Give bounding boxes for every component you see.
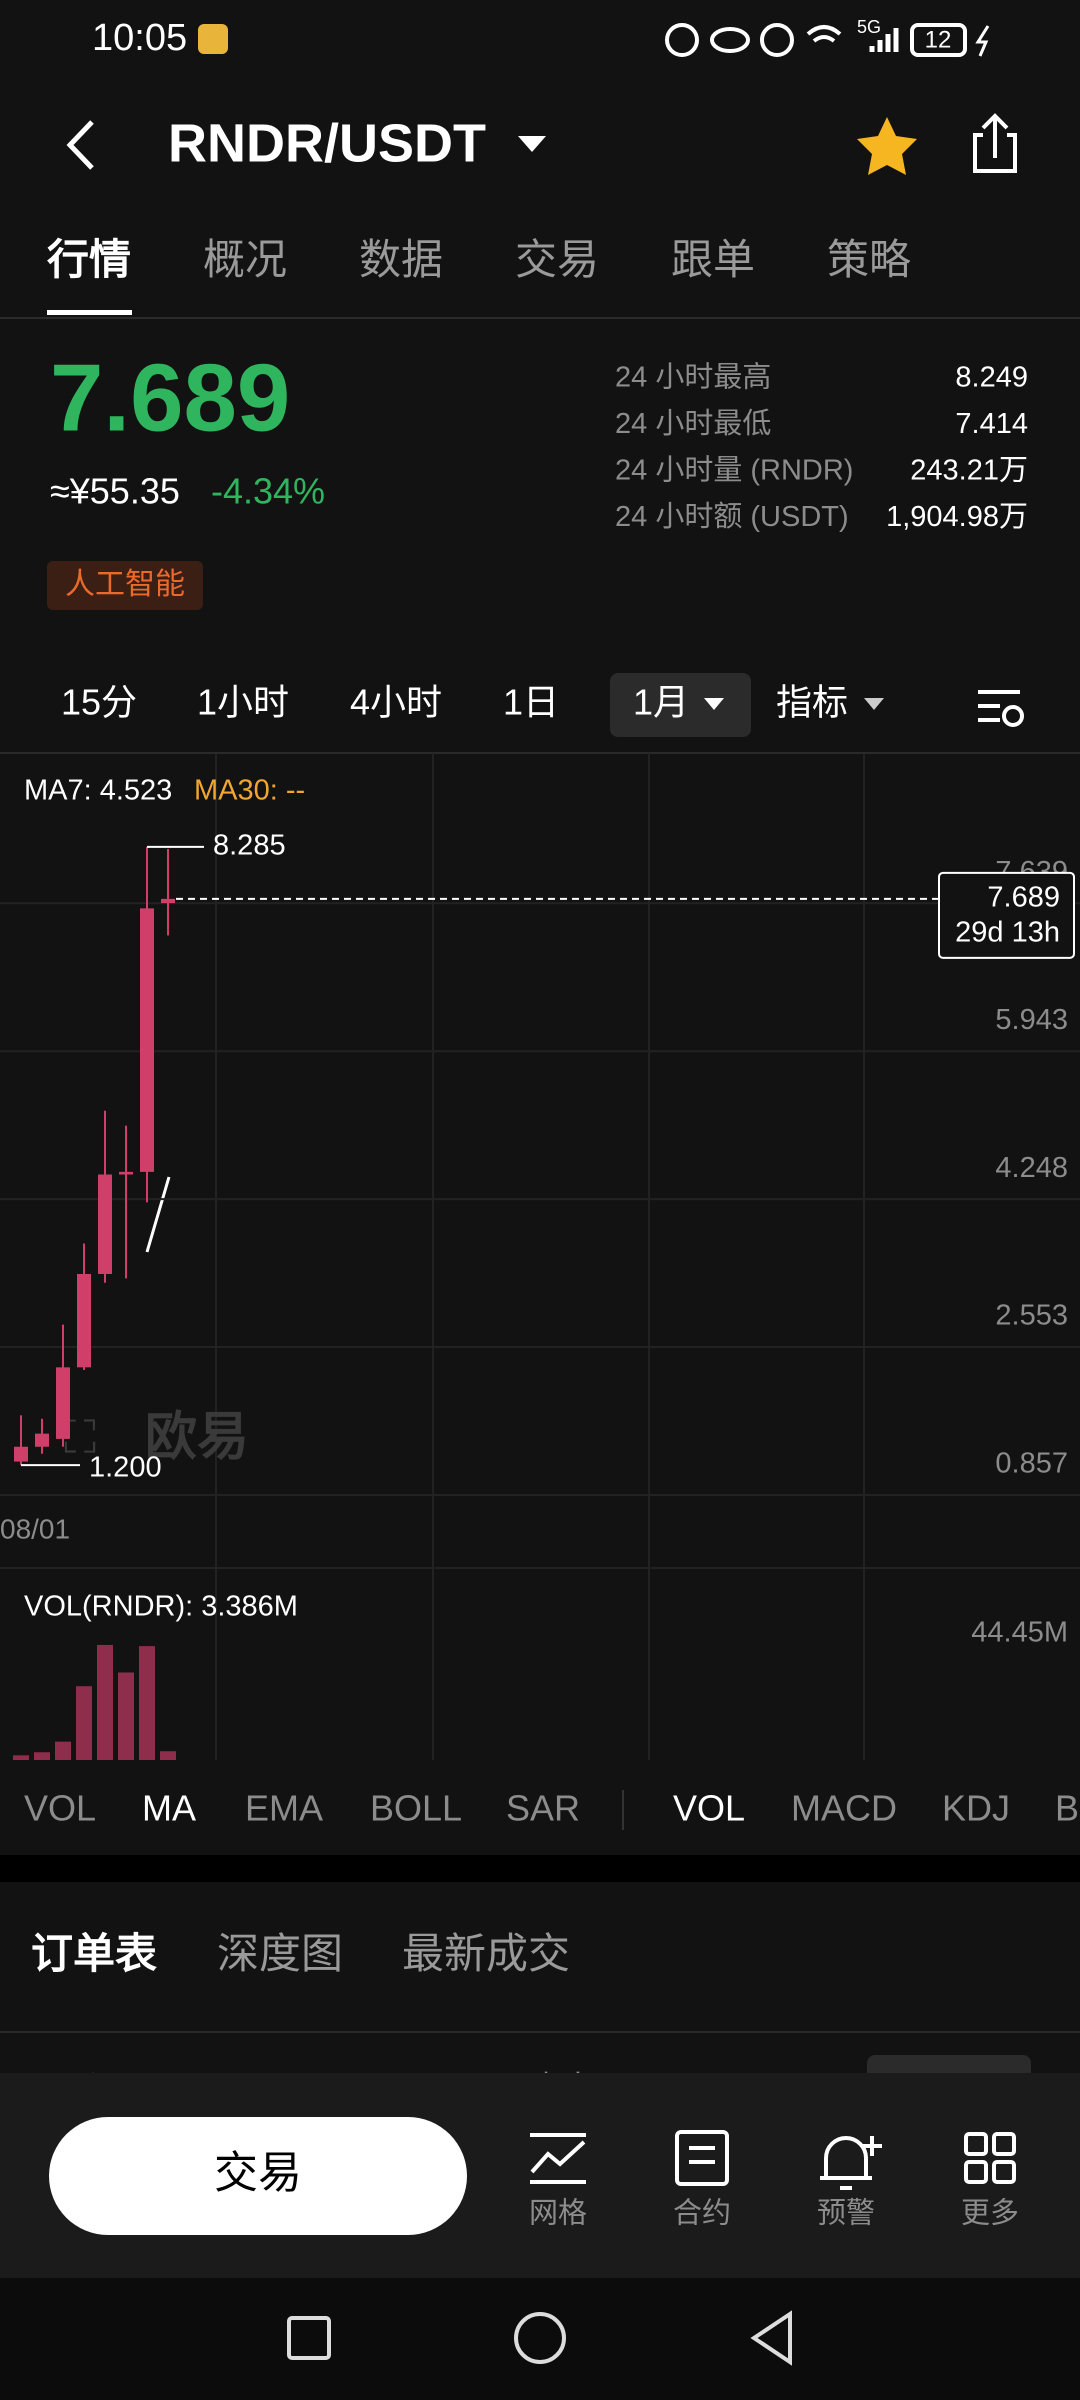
stat-label: 24 小时量 (RNDR): [615, 454, 853, 487]
nav-label[interactable]: 合约: [673, 2197, 731, 2230]
indicator-dropdown: [864, 698, 884, 710]
order-tab[interactable]: 最新成交: [402, 1930, 570, 1977]
volume-bar: [97, 1644, 113, 1760]
y-tick-label: 5.943: [995, 1004, 1068, 1036]
vertical-grid: [0, 753, 1080, 1760]
interval[interactable]: 1小时: [197, 682, 289, 723]
trade-button[interactable]: [49, 2117, 467, 2235]
tab-underline: [47, 310, 132, 315]
nav-label[interactable]: 网格: [529, 2197, 587, 2230]
low-label: 1.200: [89, 1452, 162, 1484]
last-price: 7.689: [50, 344, 290, 451]
candle-body: [161, 898, 175, 904]
status-network: 5G: [857, 17, 881, 37]
watermark: 欧易: [145, 1409, 249, 1467]
ma7-label: MA7: 4.523: [24, 775, 172, 807]
volume-bar: [160, 1751, 176, 1760]
candle-body: [98, 1174, 112, 1274]
status-battery: 12: [925, 26, 952, 53]
system-nav: [0, 2278, 1080, 2400]
interval[interactable]: 1月: [633, 682, 689, 723]
volume-tick-label: 44.45M: [971, 1617, 1068, 1649]
y-tick-label: 0.857: [995, 1448, 1068, 1480]
section-gap: [0, 1855, 1080, 1882]
candle-body: [56, 1367, 70, 1439]
volume-bar: [118, 1672, 134, 1760]
interval[interactable]: 1日: [503, 682, 559, 723]
tab[interactable]: 交易: [515, 236, 599, 283]
interval[interactable]: 15分: [61, 682, 137, 723]
stat-label: 24 小时额 (USDT): [615, 500, 849, 533]
nav-label[interactable]: 更多: [961, 2197, 1019, 2230]
order-tab[interactable]: 订单表: [31, 1930, 157, 1977]
volume-bar: [139, 1646, 155, 1760]
indicator-menu[interactable]: 指标: [776, 682, 848, 723]
drawing-line: [145, 1176, 171, 1253]
volume-bar: [76, 1686, 92, 1760]
back-button[interactable]: [66, 120, 94, 170]
tab[interactable]: 策略: [827, 236, 911, 283]
status-icons: [665, 23, 990, 57]
tab[interactable]: 跟单: [671, 236, 755, 283]
share-button[interactable]: [973, 113, 1017, 173]
stat-value: 243.21万: [910, 455, 1028, 487]
stat-label: 24 小时最低: [615, 407, 771, 440]
indicator[interactable]: BOLL: [1055, 1788, 1080, 1829]
candle-body: [77, 1273, 91, 1368]
indicator[interactable]: EMA: [245, 1788, 323, 1829]
tag[interactable]: 人工智能: [65, 568, 185, 601]
last-price-label: 7.689: [987, 882, 1060, 914]
indicator[interactable]: VOL: [673, 1788, 745, 1829]
indicator[interactable]: MA: [142, 1788, 196, 1829]
tag-box: [47, 561, 203, 610]
indicator[interactable]: BOLL: [370, 1788, 462, 1829]
candle-body: [140, 908, 154, 1172]
interval-dropdown: [704, 698, 724, 710]
volume-label: VOL(RNDR): 3.386M: [24, 1591, 298, 1623]
stat-label: 24 小时最高: [615, 361, 771, 394]
stat-value: 1,904.98万: [886, 501, 1028, 533]
volume-bar: [55, 1741, 71, 1760]
status-icon: [198, 24, 228, 54]
tab[interactable]: 数据: [359, 236, 443, 283]
indicator[interactable]: VOL: [24, 1788, 96, 1829]
interval[interactable]: 4小时: [350, 682, 442, 723]
trade-button-label: 交易: [214, 2149, 302, 2198]
volume-bar: [13, 1755, 29, 1760]
high-label: 8.285: [213, 829, 286, 861]
pair-title[interactable]: RNDR/USDT: [168, 113, 486, 173]
price-cny: ≈¥55.35: [50, 471, 180, 512]
candle-body: [35, 1433, 49, 1447]
indicator[interactable]: KDJ: [942, 1788, 1010, 1829]
price-change: -4.34%: [211, 471, 325, 512]
tab[interactable]: 概况: [203, 236, 287, 283]
stat-value: 7.414: [955, 408, 1028, 440]
status-time: 10:05: [92, 17, 187, 59]
x-tick-label: 08/01: [0, 1513, 70, 1544]
ma30-label: MA30: --: [194, 775, 305, 807]
y-tick-label: 4.248: [995, 1152, 1068, 1184]
favorite-star[interactable]: [857, 117, 917, 175]
indicator[interactable]: SAR: [506, 1788, 580, 1829]
volume-bar: [34, 1752, 50, 1760]
nav-icons: [530, 2130, 1016, 2190]
y-tick-label: 2.553: [995, 1300, 1068, 1332]
stat-value: 8.249: [955, 362, 1028, 394]
candle-body: [14, 1446, 28, 1462]
interval-highlight: [610, 673, 751, 737]
pair-dropdown[interactable]: [518, 136, 546, 152]
system-nav-buttons[interactable]: [287, 2310, 792, 2366]
countdown: 29d 13h: [955, 917, 1060, 949]
candle-body: [119, 1171, 133, 1175]
chart-settings[interactable]: [978, 690, 1024, 727]
last-price-box: [938, 871, 1075, 959]
nav-label[interactable]: 预警: [817, 2197, 875, 2230]
indicator[interactable]: MACD: [791, 1788, 897, 1829]
order-tab[interactable]: 深度图: [217, 1930, 343, 1977]
tab[interactable]: 行情: [47, 236, 131, 283]
